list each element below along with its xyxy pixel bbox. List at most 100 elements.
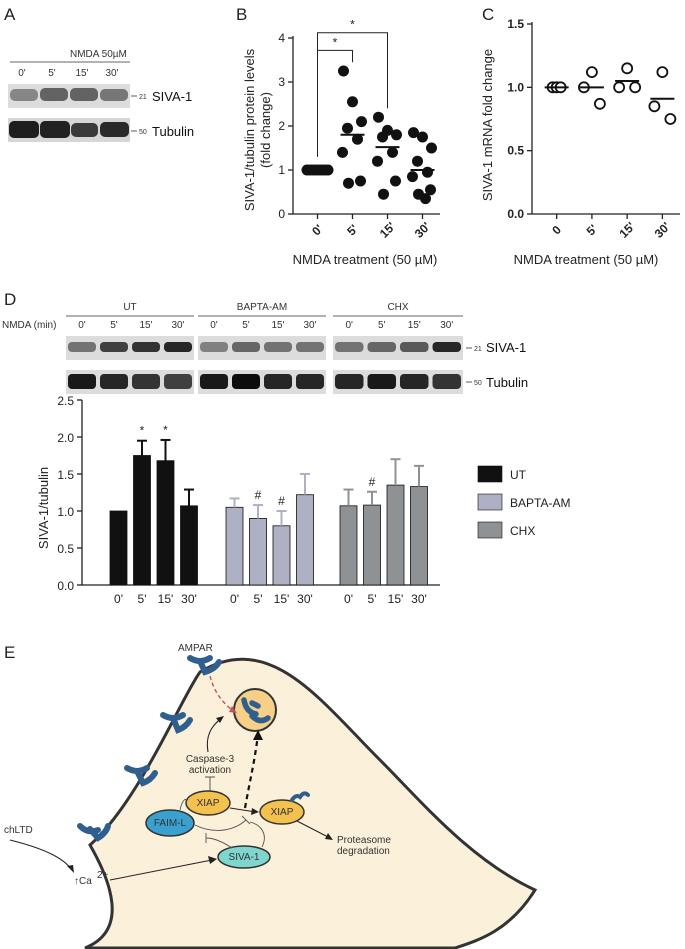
panel-d-mw-siva: 21: [474, 346, 482, 353]
legend-label: CHX: [510, 524, 535, 538]
panel-d-band: [296, 342, 324, 352]
y-tick-label: 0.0: [57, 579, 74, 593]
panel-d-band: [400, 342, 429, 352]
data-point: [338, 65, 349, 77]
panel-d-band: [100, 342, 128, 352]
data-point: [648, 100, 661, 113]
panel-d-blots: UT 0' 5' 15' 30' BAPTA-AM 0' 5' 15' 30' CHX 0' 5' 15'…: [66, 302, 463, 394]
data-point: [378, 188, 389, 200]
endosome: [233, 688, 277, 732]
panel-d-group-label: BAPTA-AM: [237, 302, 287, 313]
panel-d-group-label: CHX: [387, 302, 408, 313]
panel-d-band: [335, 342, 364, 352]
bar-bapta-am: [272, 525, 291, 586]
panel-d-band: [132, 374, 160, 389]
ampar-receptor-3: [124, 765, 158, 787]
legend-label: BAPTA-AM: [510, 496, 570, 510]
xiap-node: [185, 790, 231, 816]
panel-label-e: E: [4, 643, 15, 662]
proteasome-arrow: [296, 820, 331, 839]
data-point: [343, 177, 354, 189]
panel-d-band: [335, 374, 364, 389]
panel-d-band: [400, 374, 429, 389]
x-tick-label: 30': [181, 592, 197, 606]
panel-a-lane-labels: 0' 5' 15' 30': [18, 68, 118, 79]
bar-ut: [133, 455, 151, 586]
data-point: [347, 96, 358, 108]
bar-bapta-am: [296, 494, 314, 586]
panel-d-band: [432, 342, 461, 352]
cell-membrane: [84, 657, 538, 949]
panel-d-band: [68, 342, 96, 352]
panel-a-blot-tubulin: [8, 118, 130, 142]
data-point: [372, 155, 383, 167]
panel-d-band: [164, 374, 192, 389]
data-point: [422, 166, 433, 178]
y-tick-label: 1.0: [57, 505, 74, 519]
panel-label-d: D: [4, 290, 16, 309]
x-tick-label: 5': [344, 222, 361, 239]
y-tick-label: 4: [278, 31, 285, 45]
y-tick-label: 0: [278, 207, 285, 221]
xiap-loss-to-endocytosis-arrow: [243, 733, 260, 809]
legend-swatch: [477, 465, 503, 483]
y-tick-label: 0.0: [507, 207, 524, 221]
significance-mark: #: [255, 488, 262, 502]
xiap-ubiquitinated-label: XIAP: [271, 807, 294, 818]
panel-b-xlabel: NMDA treatment (50 µM): [293, 252, 438, 267]
data-point: [373, 111, 384, 123]
data-point: [352, 133, 363, 145]
panel-d-band: [264, 342, 292, 352]
panel-d-lane-label: 0': [210, 320, 218, 331]
panel-a-lane-label: 0': [18, 68, 26, 79]
data-point: [420, 193, 431, 205]
significance-mark: #: [278, 494, 285, 508]
siva-inhibits-faim: [205, 837, 233, 849]
y-tick-label: 1.5: [507, 17, 524, 31]
data-point: [621, 62, 634, 75]
panel-d-lane-label: 15': [408, 320, 421, 331]
internalized-receptor: [241, 697, 271, 724]
data-point: [377, 131, 388, 143]
bar-chx: [386, 484, 405, 586]
panel-d-lane-label: 0': [78, 320, 86, 331]
panel-d-lane-label: 5': [110, 320, 118, 331]
panel-d-band: [200, 374, 228, 389]
significance-mark: #: [369, 475, 376, 489]
panel-a-lane-label: 30': [105, 68, 118, 79]
calcium-superscript: 2+: [97, 870, 109, 881]
y-tick-label: 2: [278, 119, 285, 133]
panel-d-band: [200, 342, 228, 352]
panel-d-lane-label: 30': [440, 320, 453, 331]
data-point: [417, 131, 428, 143]
xiap-label: XIAP: [197, 798, 220, 809]
panel-d-band-tubulin: Tubulin: [486, 375, 528, 390]
y-tick-label: 2.5: [57, 394, 74, 408]
xiap-ubiquitinated-node: [259, 799, 305, 825]
significance-mark: *: [163, 423, 168, 437]
panel-d-band: [232, 374, 260, 389]
data-point: [412, 155, 423, 167]
x-tick-label: 0': [230, 592, 239, 606]
siva-to-xiap-arrow: [249, 821, 265, 848]
x-tick-label: 15': [274, 592, 290, 606]
panel-d-band: [68, 374, 96, 389]
legend-swatch: [477, 521, 503, 539]
x-tick-label: 15': [616, 219, 637, 240]
x-tick-label: 30': [652, 219, 673, 240]
panel-a-mw-siva: 21: [139, 94, 147, 101]
significance-mark: *: [140, 424, 145, 438]
y-tick-label: 0.5: [57, 542, 74, 556]
x-tick-label: 0: [549, 222, 564, 237]
significance-bracket: [317, 49, 353, 157]
bar-ut: [109, 510, 128, 586]
panel-c-chart: 0.0 0.5 1.0 1.5 0 5' 15' 30': [507, 17, 680, 241]
ampar-receptor-4: [77, 823, 111, 842]
data-point: [426, 142, 437, 154]
panel-d-band: [100, 374, 128, 389]
panel-d-band: [296, 374, 324, 389]
x-tick-label: 30': [297, 592, 313, 606]
panel-d-mw-tubulin: 50: [474, 380, 482, 387]
x-tick-label: 15': [388, 592, 404, 606]
